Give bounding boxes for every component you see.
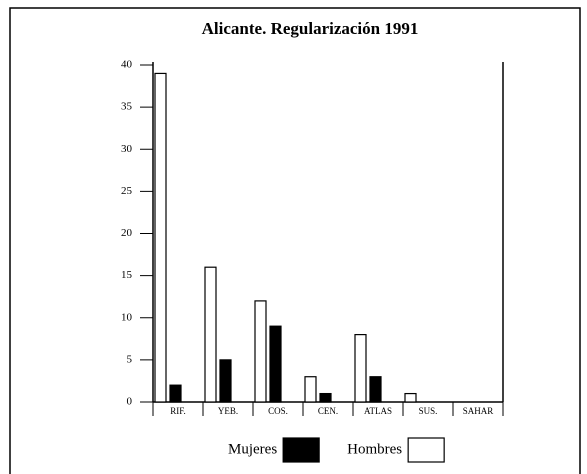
bar [169, 384, 182, 403]
y-tick-label: 35 [121, 101, 133, 113]
x-tick-label: YEB. [218, 406, 238, 416]
x-tick-label: SUS. [419, 406, 438, 416]
bar [319, 392, 332, 403]
x-tick-label: SAHAR [463, 406, 494, 416]
bar [154, 72, 167, 403]
x-tick-label: RIF. [170, 406, 186, 416]
chart-title: Alicante. Regularización 1991 [202, 19, 419, 38]
bar [269, 325, 282, 403]
y-tick-label: 15 [121, 269, 133, 281]
bar [254, 300, 267, 403]
frame [9, 7, 581, 474]
bar [304, 376, 317, 403]
bar [369, 376, 382, 403]
y-tick-label: 30 [121, 143, 133, 155]
bar [219, 359, 232, 403]
y-tick-label: 0 [127, 396, 133, 408]
legend-swatch [282, 437, 320, 463]
bar [354, 334, 367, 403]
legend-label: Mujeres [228, 441, 277, 457]
y-tick-label: 10 [121, 311, 133, 323]
x-tick-label: COS. [268, 406, 288, 416]
y-tick-label: 20 [121, 227, 133, 239]
bar [204, 266, 217, 403]
x-tick-label: CEN. [318, 406, 338, 416]
bar [404, 392, 417, 403]
y-tick-label: 40 [121, 59, 133, 71]
y-tick-label: 25 [121, 185, 133, 197]
y-tick-label: 5 [127, 353, 133, 365]
x-tick-label: ATLAS [364, 406, 392, 416]
legend-label: Hombres [347, 441, 402, 457]
legend-swatch [407, 437, 445, 463]
